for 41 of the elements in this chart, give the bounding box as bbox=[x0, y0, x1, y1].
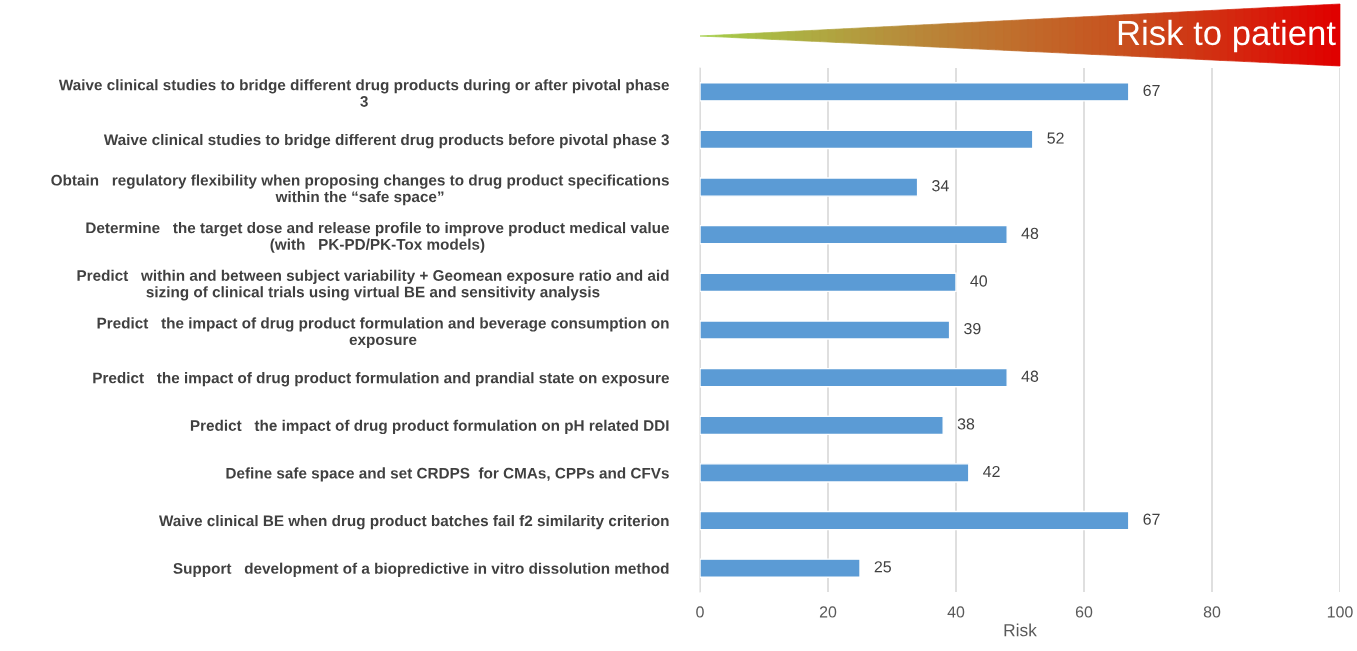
data-label: 48 bbox=[1021, 227, 1039, 240]
data-label: 42 bbox=[983, 465, 1000, 478]
y-tick-label: Predict the impact of drug product formulation on pH related DDI bbox=[190, 419, 669, 435]
y-tick-label: Waive clinical studies to bridge different drug products during or after pivotal phase 3 bbox=[58, 79, 669, 107]
y-tick-label: Obtain regulatory flexibility when proposing changes to drug product specifications within the “safe space” bbox=[51, 174, 669, 206]
data-label: 39 bbox=[964, 322, 981, 335]
x-tick-label: 100 bbox=[1327, 606, 1353, 618]
x-tick-label: 0 bbox=[696, 606, 704, 618]
bar bbox=[700, 82, 1130, 102]
y-tick-label: Waive clinical studies to bridge different drug products before pivotal phase 3 bbox=[103, 133, 669, 149]
y-tick-label: Waive clinical BE when drug product batches fail f2 similarity criterion bbox=[158, 515, 669, 530]
x-tick-label: 40 bbox=[947, 606, 965, 618]
y-tick-label: Support development of a biopredictive in vitro dissolution method bbox=[173, 562, 669, 577]
text: Risk to patient bbox=[1118, 19, 1336, 53]
bar bbox=[700, 272, 957, 293]
y-tick-label: Determine the target dose and release profile to improve product medical value (with PK-PD/PK-Tox models) bbox=[86, 222, 669, 253]
y-tick-label: Predict the impact of drug product formulation and beverage consumption on exposure bbox=[97, 317, 669, 349]
data-label: 52 bbox=[1047, 132, 1064, 144]
data-label: 67 bbox=[1143, 84, 1160, 97]
data-label: 38 bbox=[957, 418, 975, 430]
bar bbox=[700, 224, 1008, 245]
data-label: 25 bbox=[874, 561, 891, 573]
data-label: 34 bbox=[932, 180, 949, 192]
bar bbox=[700, 129, 1034, 150]
data-label: 48 bbox=[1021, 370, 1039, 382]
data-label: 40 bbox=[970, 275, 988, 287]
y-tick-label: Define safe space and set CRDPS for CMAs, CPPs and CFVs bbox=[226, 467, 669, 482]
x-axis-title: Risk bbox=[1004, 623, 1037, 637]
data-label: 67 bbox=[1143, 513, 1160, 525]
x-tick-label: 60 bbox=[1075, 606, 1093, 618]
bar bbox=[700, 177, 919, 197]
bar bbox=[700, 510, 1130, 531]
bar bbox=[700, 320, 951, 340]
bar bbox=[700, 415, 944, 436]
x-tick-label: 80 bbox=[1203, 606, 1221, 618]
bar bbox=[700, 463, 970, 483]
y-tick-label: Predict within and between subject variability + Geomean exposure ratio and aid sizing of clinical trials using virtual BE and sensitivity analysis bbox=[77, 269, 669, 301]
bar bbox=[700, 558, 861, 578]
y-tick-label: Predict the impact of drug product formulation and prandial state on exposure bbox=[93, 372, 669, 387]
bar bbox=[700, 367, 1008, 388]
x-tick-label: 20 bbox=[819, 606, 837, 618]
